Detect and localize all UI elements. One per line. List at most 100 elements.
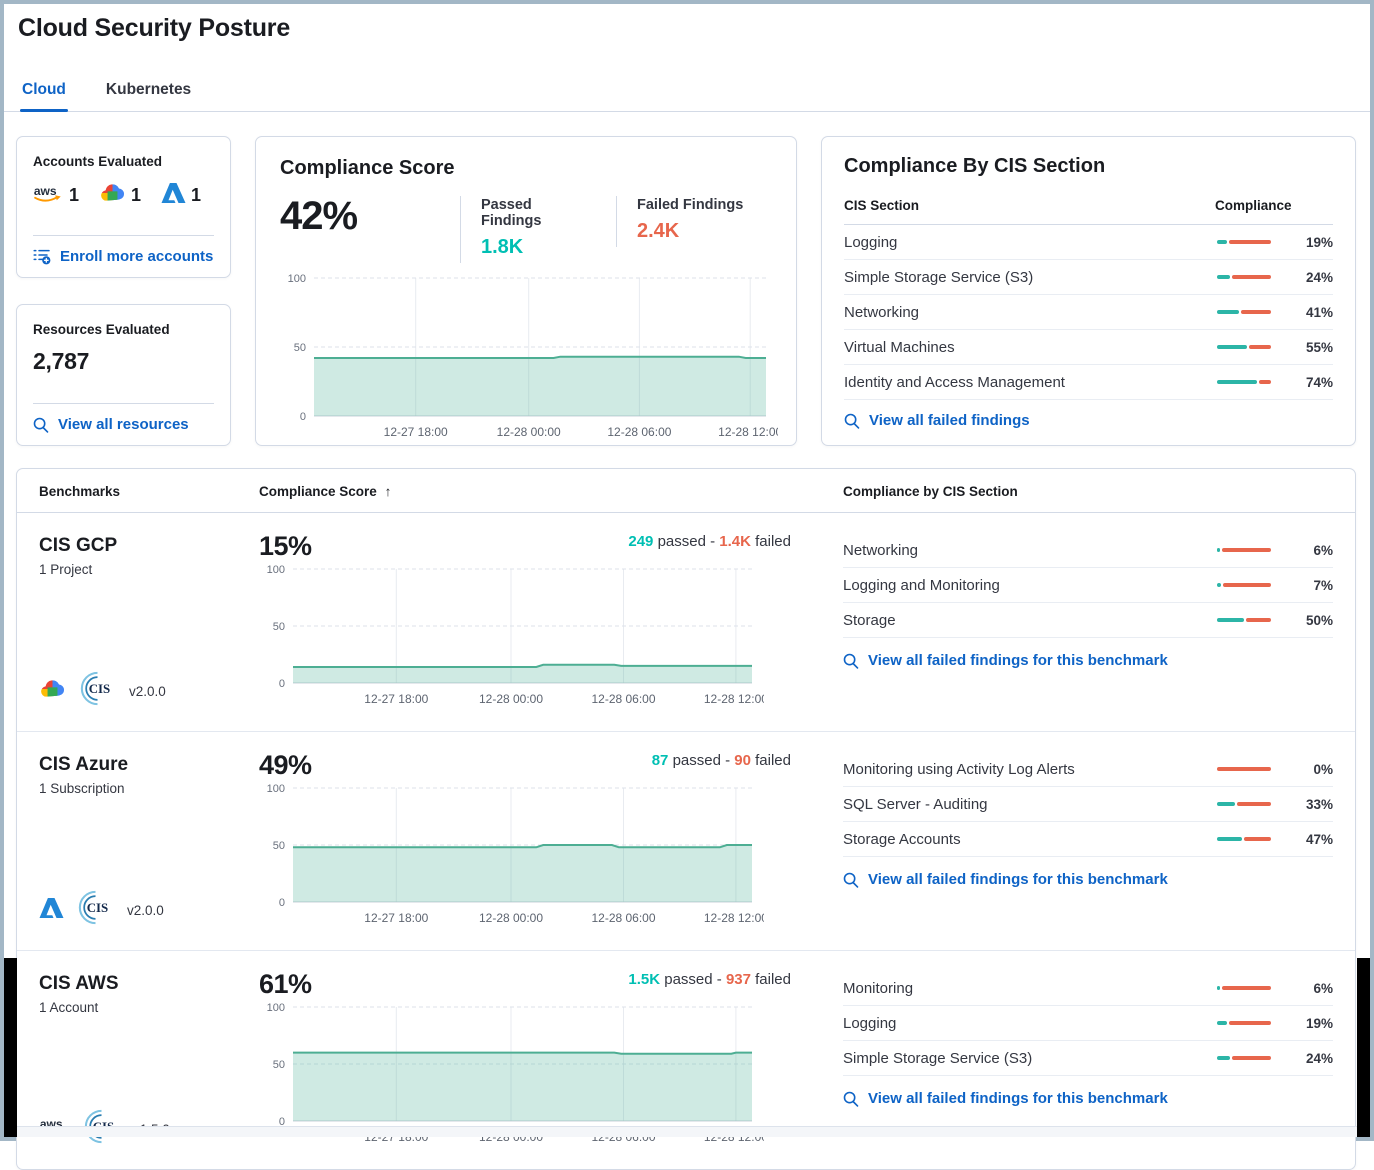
bottom-strip [4, 1126, 1370, 1137]
svg-text:50: 50 [273, 840, 285, 852]
view-all-failed-findings-link[interactable]: View all failed findings [844, 412, 1333, 429]
section-label: Simple Storage Service (S3) [843, 1049, 1033, 1067]
sort-ascending-icon: ↑ [384, 484, 392, 499]
tab-kubernetes[interactable]: Kubernetes [105, 81, 192, 98]
failed-bar-segment [1249, 345, 1271, 349]
view-all-failed-findings-label: View all failed findings [869, 412, 1030, 429]
divider [33, 403, 214, 404]
area-chart-svg: 0 50 100 12-27 18:00 12-28 00:00 12-28 06:00 1… [288, 273, 783, 439]
benchmarks-table-header: Benchmarks Compliance Score ↑ Compliance… [17, 469, 1355, 513]
benchmark-name: CIS GCP [39, 535, 118, 556]
benchmark-sections-cell: Monitoring 6% Logging 19% Simple Storage Ser… [821, 969, 1333, 1153]
benchmark-failed-value: 90 [734, 752, 751, 769]
tab-cloud[interactable]: Cloud [20, 75, 68, 112]
compliance-mini-bar [1217, 380, 1271, 384]
compliance-mini-bar [1217, 240, 1271, 244]
passed-findings-value: 1.8K [481, 236, 524, 258]
benchmark-info-cell: CIS GCP 1 Project CIS v2.0.0 [39, 531, 259, 715]
failed-bar-segment [1232, 1056, 1271, 1060]
compliance-mini-bar [1217, 345, 1271, 349]
search-icon [843, 1091, 859, 1107]
failed-bar-segment [1241, 310, 1271, 314]
failed-bar-segment [1232, 275, 1271, 279]
benchmark-scope: 1 Project [39, 562, 93, 577]
failed-bar-segment [1229, 240, 1271, 244]
compliance-mini-bar [1217, 767, 1271, 771]
svg-text:aws: aws [34, 183, 57, 197]
failed-findings-value: 2.4K [637, 220, 680, 242]
view-failed-findings-benchmark-label: View all failed findings for this benchm… [868, 652, 1168, 669]
view-all-resources-link[interactable]: View all resources [33, 416, 214, 433]
benchmark-name: CIS Azure [39, 754, 129, 775]
cis-section-row: SQL Server - Auditing 33% [843, 787, 1333, 822]
benchmark-version: v2.0.0 [127, 902, 164, 918]
svg-text:0: 0 [279, 897, 285, 909]
section-compliance-value: 55% [1305, 339, 1333, 355]
svg-text:CIS: CIS [87, 901, 108, 915]
failed-findings-stat: Failed Findings 2.4K [616, 196, 744, 247]
passed-bar-segment [1217, 618, 1244, 622]
failed-bar-segment [1222, 986, 1271, 990]
section-compliance-value: 6% [1313, 542, 1333, 558]
cis-logo-icon: CIS [80, 671, 115, 711]
benchmark-score-value: 15% [259, 531, 312, 561]
benchmark-footer: CIS v2.0.0 [39, 671, 259, 715]
section-label: Storage Accounts [843, 830, 961, 848]
benchmark-trend-chart: 0 50 100 12-27 18:00 12-28 00:00 12-28 06:00 1… [259, 781, 791, 934]
benchmark-score-value: 61% [259, 969, 312, 999]
cis-section-rows: Logging 19% Simple Storage Service (S3) 24%… [844, 225, 1333, 400]
section-compliance-value: 24% [1305, 1050, 1333, 1066]
cis-section-row: Networking 6% [843, 533, 1333, 568]
divider [33, 235, 214, 236]
compliance-score-summary: 42% Passed Findings 1.8K Failed Findings… [280, 196, 772, 263]
svg-text:12-27 18:00: 12-27 18:00 [364, 692, 428, 706]
accounts-evaluated-card: Accounts Evaluated aws 1 1 1 Enroll more ac… [16, 136, 231, 278]
svg-text:0: 0 [300, 411, 306, 423]
svg-text:12-28 00:00: 12-28 00:00 [479, 692, 543, 706]
view-failed-findings-benchmark-link[interactable]: View all failed findings for this benchm… [843, 1090, 1333, 1107]
benchmark-scope: 1 Subscription [39, 781, 125, 796]
compliance-score-column-header[interactable]: Compliance Score ↑ [259, 484, 821, 499]
benchmark-name: CIS AWS [39, 973, 119, 994]
gcp-icon [99, 182, 126, 209]
screen-artifact-left [4, 958, 17, 1137]
passed-bar-segment [1217, 310, 1239, 314]
cis-section-row: Identity and Access Management 74% [844, 365, 1333, 400]
passed-bar-segment [1217, 837, 1242, 841]
cis-section-row: Networking 41% [844, 295, 1333, 330]
benchmark-scope: 1 Account [39, 1000, 99, 1015]
passed-bar-segment [1217, 1021, 1227, 1025]
view-failed-findings-benchmark-link[interactable]: View all failed findings for this benchm… [843, 871, 1333, 888]
failed-word: failed [750, 752, 791, 769]
search-icon [843, 872, 859, 888]
benchmark-trend-chart: 0 50 100 12-27 18:00 12-28 00:00 12-28 06:00 1… [259, 562, 791, 715]
svg-text:100: 100 [267, 783, 285, 795]
compliance-mini-bar [1217, 802, 1271, 806]
resources-evaluated-card: Resources Evaluated 2,787 View all resou… [16, 304, 231, 446]
benchmark-score-header: 61% 1.5K passed - 937 failed [259, 969, 791, 1000]
provider-counts: aws 1 1 1 [33, 182, 214, 209]
cis-section-row: Logging 19% [844, 225, 1333, 260]
svg-text:12-28 00:00: 12-28 00:00 [497, 425, 561, 439]
failed-word: failed [750, 971, 791, 988]
view-failed-findings-benchmark-link[interactable]: View all failed findings for this benchm… [843, 652, 1333, 669]
section-label: Logging [843, 1014, 897, 1032]
section-label: Identity and Access Management [844, 373, 1065, 391]
benchmark-score-cell: 49% 87 passed - 90 failed 0 50 100 12-27 18:0… [259, 750, 821, 934]
cis-section-row: Monitoring using Activity Log Alerts 0% [843, 752, 1333, 787]
area-chart-svg: 0 50 100 12-27 18:00 12-28 00:00 12-28 06:00 1… [267, 564, 769, 706]
passed-word: passed - [653, 533, 720, 550]
svg-text:100: 100 [288, 273, 306, 285]
benchmark-sections-cell: Monitoring using Activity Log Alerts 0% SQ… [821, 750, 1333, 934]
benchmark-score-header: 49% 87 passed - 90 failed [259, 750, 791, 781]
enroll-more-accounts-link[interactable]: Enroll more accounts [33, 248, 214, 265]
section-compliance-value: 7% [1313, 577, 1333, 593]
section-label: Simple Storage Service (S3) [844, 268, 1034, 286]
benchmark-passed-failed: 1.5K passed - 937 failed [628, 969, 791, 988]
compliance-score-card: Compliance Score 42% Passed Findings 1.8… [255, 136, 797, 446]
compliance-score-title: Compliance Score [280, 157, 455, 179]
benchmark-passed-value: 87 [651, 752, 669, 769]
failed-bar-segment [1244, 837, 1271, 841]
section-compliance-value: 24% [1305, 269, 1333, 285]
svg-text:12-28 06:00: 12-28 06:00 [591, 911, 655, 925]
